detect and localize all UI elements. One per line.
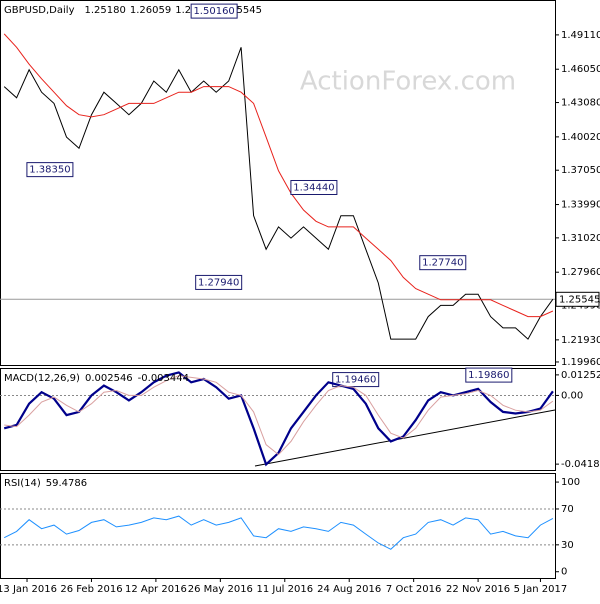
series-line [3,33,554,318]
annotation-label: 1.27940 [198,277,239,288]
y-tick-label: 100 [561,477,580,488]
y-tick-label: 1.27960 [561,267,600,278]
y-tick-label: 0.00 [561,390,583,401]
legend-text: GBPUSD,Daily [4,5,75,16]
series-line [4,375,554,456]
last-price-box [555,291,600,307]
legend-text: MACD(12,26,9) [4,373,80,384]
x-tick-label: 5 Jan 2017 [514,584,568,595]
y-tick-label: 1.19960 [561,357,600,368]
legend-text: RSI(14) [4,478,41,489]
legend-text: -0.003444 [138,373,189,384]
panel-title: RSI(14) 59.4786 [4,478,87,489]
legend-text: 1.25545 [221,5,262,16]
annotation-label: 1.38350 [29,165,70,176]
y-tick-label: 1.49110 [561,30,600,41]
annotation-box [290,179,338,195]
annotation-box [195,274,243,290]
legend-text: 59.4786 [46,478,87,489]
x-tick-label: 12 Apr 2016 [125,584,187,595]
watermark: ActionForex.com [300,67,516,97]
y-tick-label: 1.43080 [561,98,600,109]
trend-line [254,409,556,467]
x-tick-label: 7 Oct 2016 [386,584,441,595]
annotation-box [332,372,380,388]
annotation-box [26,162,74,178]
last-price-label: 1.25545 [559,294,600,305]
legend-text: 1.25180 [85,5,126,16]
annotation-label: 1.19860 [468,370,509,381]
legend-text: 1.26059 [130,5,171,16]
annotation-label: 1.34440 [293,182,334,193]
y-tick-label: 70 [561,504,574,515]
annotation-label: 1.19460 [335,375,376,386]
y-tick-label: 1.31020 [561,233,600,244]
y-tick-label: 1.40020 [561,132,600,143]
y-tick-label: -0.041823 [561,459,600,470]
panel-title: MACD(12,26,9) 0.002546 -0.003444 [4,373,189,384]
x-tick-label: 26 May 2016 [188,584,253,595]
annotation-box [419,255,467,271]
x-tick-label: 26 Feb 2016 [60,584,122,595]
legend-text: 0.002546 [85,373,133,384]
rsi-panel [0,473,556,579]
y-tick-label: 1.21930 [561,335,600,346]
y-tick-label: 0.012522 [561,370,600,381]
y-tick-label: 30 [561,540,574,551]
x-tick-label: 13 Jan 2016 [0,584,57,595]
annotation-label: 1.50160 [193,6,234,17]
x-tick-label: 22 Nov 2016 [446,584,510,595]
series-line [3,371,554,467]
y-tick-label: 1.46050 [561,64,600,75]
y-tick-label: 1.33990 [561,200,600,211]
x-tick-label: 24 Aug 2016 [317,584,381,595]
macd-panel [0,368,556,471]
series-line [3,47,554,340]
y-tick-label: 0 [561,567,567,578]
x-tick-label: 11 Jul 2016 [256,584,313,595]
series-line [3,515,554,550]
annotation-label: 1.27740 [422,258,463,269]
price-panel [0,0,556,366]
annotation-box [190,3,238,19]
annotation-box [465,367,513,383]
y-tick-label: 1.37050 [561,165,600,176]
